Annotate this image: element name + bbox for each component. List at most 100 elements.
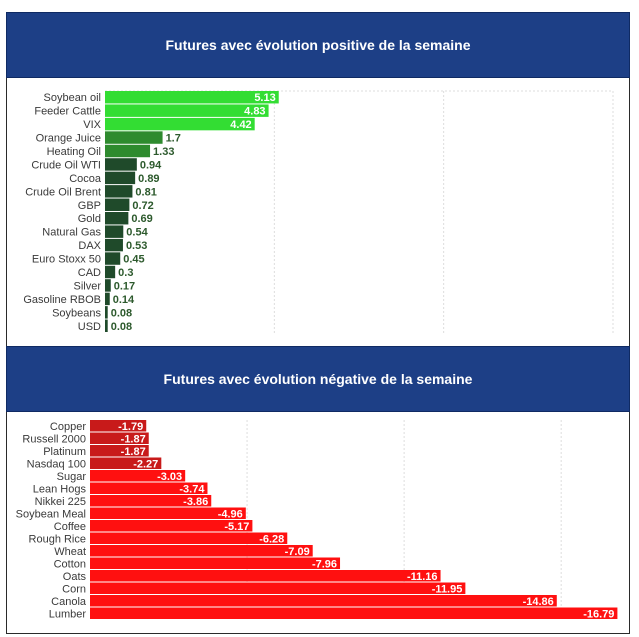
category-label: Rough Rice [29, 533, 86, 545]
bar [105, 91, 279, 104]
bar [105, 279, 111, 292]
bar-group: Canola -14.86 [51, 595, 557, 608]
bar-group: Wheat -7.09 [54, 545, 313, 558]
bar-group: Cocoa 0.89 [69, 171, 160, 185]
bar [105, 185, 133, 198]
bar-group: USD 0.08 [78, 319, 132, 333]
bar [105, 265, 116, 279]
bar-group: Oats -11.16 [63, 570, 441, 583]
bar [90, 432, 149, 444]
value-label: 0.3 [118, 267, 133, 279]
category-label: Cotton [54, 558, 86, 570]
bar-group: Coffee -5.17 [54, 520, 253, 533]
bar-group: Lean Hogs -3.74 [33, 482, 208, 495]
bar-group: Platinum -1.87 [43, 445, 149, 458]
category-label: Natural Gas [42, 227, 101, 239]
value-label: 4.83 [244, 106, 265, 118]
value-label: -6.28 [259, 533, 284, 545]
category-label: Heating Oil [47, 146, 101, 158]
bar [105, 117, 255, 131]
negative-panel-title: Futures avec évolution négative de la se… [163, 371, 473, 387]
bar [90, 482, 208, 494]
category-label: Oats [63, 571, 87, 583]
bar [90, 457, 162, 469]
bar [90, 507, 246, 519]
category-label: Silver [73, 280, 101, 292]
value-label: -7.96 [312, 558, 337, 570]
bar-group: Gasoline RBOB 0.14 [23, 292, 135, 306]
bar [90, 445, 149, 457]
bar-group: Corn -11.95 [62, 582, 466, 595]
positive-bar-chart: Soybean oil 5.13 Feeder Cattle 4.83 VIX 4.42 O… [23, 90, 614, 333]
bar-group: GBP 0.72 [78, 198, 154, 212]
bar [105, 198, 130, 211]
value-label: -1.87 [121, 433, 146, 445]
bar [105, 212, 129, 225]
value-label: 0.17 [114, 280, 135, 292]
bar-group: Soybean oil 5.13 [44, 91, 279, 104]
bar-group: Gold 0.69 [78, 212, 153, 225]
bar [105, 238, 123, 252]
category-label: Nasdaq 100 [27, 458, 86, 470]
bar-group: Soybeans 0.08 [52, 306, 132, 319]
bar [90, 570, 441, 582]
value-label: 1.33 [153, 146, 174, 158]
bar [90, 582, 466, 594]
bar [105, 144, 151, 158]
value-label: -14.86 [523, 596, 554, 608]
value-label: 0.08 [111, 307, 132, 319]
value-label: 0.89 [138, 173, 159, 185]
category-label: Crude Oil WTI [31, 159, 101, 171]
bar-group: Sugar -3.03 [57, 470, 186, 483]
category-label: Feeder Cattle [34, 106, 101, 118]
value-label: 0.72 [132, 200, 153, 212]
bar [90, 470, 186, 482]
bar [90, 532, 288, 544]
category-label: Gasoline RBOB [23, 294, 101, 306]
bar-group: DAX 0.53 [78, 238, 147, 252]
bar-group: Crude Oil WTI 0.94 [31, 158, 162, 171]
value-label: 4.42 [230, 119, 251, 131]
value-label: 0.08 [111, 321, 132, 333]
bar [105, 131, 163, 144]
value-label: 0.69 [131, 213, 152, 225]
category-label: Nikkei 225 [35, 496, 86, 508]
value-label: -3.74 [179, 483, 205, 495]
bar [90, 607, 618, 619]
bar-group: CAD 0.3 [78, 265, 133, 279]
category-label: Canola [51, 596, 87, 608]
bar [105, 158, 137, 171]
value-label: -16.79 [583, 608, 614, 620]
bar-group: Nikkei 225 -3.86 [35, 495, 212, 508]
value-label: 5.13 [254, 92, 275, 104]
bar [105, 104, 269, 117]
value-label: 0.94 [140, 159, 162, 171]
bar [105, 252, 121, 265]
bar-group: Nasdaq 100 -2.27 [27, 457, 162, 470]
bar [90, 545, 313, 557]
value-label: 0.45 [123, 254, 144, 266]
bar-group: VIX 4.42 [83, 117, 255, 131]
value-label: 1.7 [166, 133, 181, 145]
value-label: -3.03 [157, 471, 182, 483]
category-label: Crude Oil Brent [25, 186, 101, 198]
bar-group: Silver 0.17 [73, 279, 135, 292]
value-label: -7.09 [285, 546, 310, 558]
value-label: -3.86 [183, 496, 208, 508]
negative-bar-chart: Copper -1.79 Russell 2000 -1.87 Platinum -1.8… [16, 420, 618, 620]
category-label: Platinum [43, 446, 86, 458]
category-label: Sugar [57, 471, 87, 483]
category-label: Lumber [49, 608, 87, 620]
category-label: Cocoa [69, 173, 102, 185]
bar-group: Heating Oil 1.33 [47, 144, 174, 158]
category-label: CAD [78, 267, 101, 279]
bar [90, 557, 341, 569]
bar-group: Orange Juice 1.7 [36, 131, 181, 145]
value-label: -4.96 [218, 508, 243, 520]
value-label: -11.16 [407, 571, 438, 583]
bar-group: Copper -1.79 [50, 420, 147, 433]
bar [105, 292, 110, 306]
positive-chart-panel: Soybean oil 5.13 Feeder Cattle 4.83 VIX 4.42 O… [6, 78, 630, 346]
category-label: Euro Stoxx 50 [32, 254, 101, 266]
value-label: -2.27 [133, 458, 158, 470]
